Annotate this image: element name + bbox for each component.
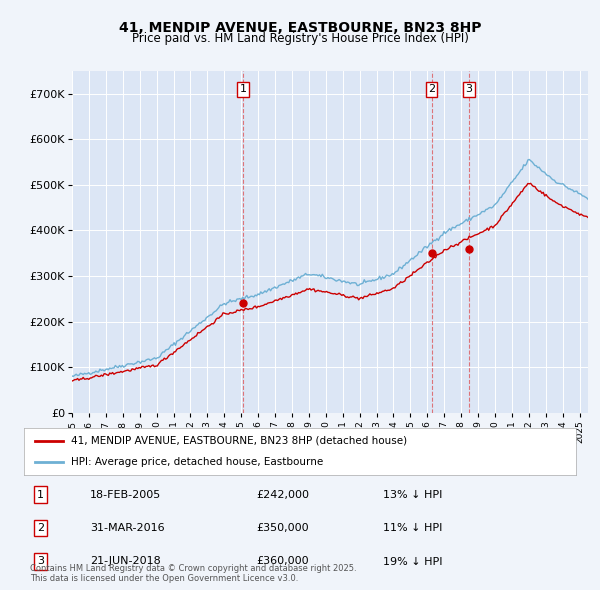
Text: 11% ↓ HPI: 11% ↓ HPI bbox=[383, 523, 442, 533]
Text: 2: 2 bbox=[37, 523, 44, 533]
Text: 21-JUN-2018: 21-JUN-2018 bbox=[90, 556, 161, 566]
Text: 3: 3 bbox=[466, 84, 473, 94]
Text: 19% ↓ HPI: 19% ↓ HPI bbox=[383, 556, 442, 566]
Text: Price paid vs. HM Land Registry's House Price Index (HPI): Price paid vs. HM Land Registry's House … bbox=[131, 32, 469, 45]
Text: 41, MENDIP AVENUE, EASTBOURNE, BN23 8HP: 41, MENDIP AVENUE, EASTBOURNE, BN23 8HP bbox=[119, 21, 481, 35]
Text: HPI: Average price, detached house, Eastbourne: HPI: Average price, detached house, East… bbox=[71, 457, 323, 467]
Text: £360,000: £360,000 bbox=[256, 556, 308, 566]
Text: 18-FEB-2005: 18-FEB-2005 bbox=[90, 490, 161, 500]
Text: 13% ↓ HPI: 13% ↓ HPI bbox=[383, 490, 442, 500]
Text: 3: 3 bbox=[37, 556, 44, 566]
Text: Contains HM Land Registry data © Crown copyright and database right 2025.
This d: Contains HM Land Registry data © Crown c… bbox=[30, 563, 356, 583]
Text: 31-MAR-2016: 31-MAR-2016 bbox=[90, 523, 165, 533]
Text: 1: 1 bbox=[37, 490, 44, 500]
Text: £350,000: £350,000 bbox=[256, 523, 308, 533]
Text: 1: 1 bbox=[240, 84, 247, 94]
Text: 41, MENDIP AVENUE, EASTBOURNE, BN23 8HP (detached house): 41, MENDIP AVENUE, EASTBOURNE, BN23 8HP … bbox=[71, 436, 407, 446]
Text: 2: 2 bbox=[428, 84, 435, 94]
Text: £242,000: £242,000 bbox=[256, 490, 309, 500]
